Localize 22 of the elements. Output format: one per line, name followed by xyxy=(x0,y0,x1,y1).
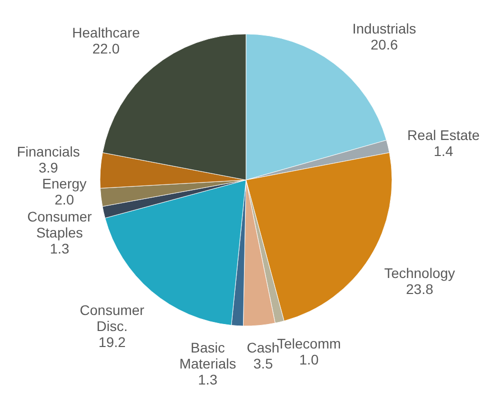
slice-label: Consumer Disc. xyxy=(80,302,145,334)
slice-label: Industrials xyxy=(352,20,416,36)
slice-label: Telecomm xyxy=(277,336,341,352)
data-label: 2.0 xyxy=(54,192,74,208)
slice-label: Real Estate xyxy=(407,127,480,144)
data-label: 22.0 xyxy=(92,40,120,57)
data-label: 19.2 xyxy=(98,334,126,350)
data-label: 23.8 xyxy=(406,280,434,297)
data-label: 1.4 xyxy=(434,143,454,160)
slice-label: Energy xyxy=(42,176,87,192)
slice-label: Healthcare xyxy=(72,24,140,41)
data-label: 3.9 xyxy=(38,160,58,176)
data-label: 1.0 xyxy=(299,352,319,368)
slice-label: Technology xyxy=(384,264,456,281)
slice-label: Financials xyxy=(16,144,80,160)
slice-label: Cash xyxy=(246,339,280,356)
data-label: 1.3 xyxy=(50,240,70,257)
data-label: 3.5 xyxy=(253,355,274,372)
slice-label: Consumer Staples xyxy=(27,208,92,241)
data-label: 1.3 xyxy=(198,372,218,388)
slice-label: Basic Materials xyxy=(179,340,236,372)
data-label: 20.6 xyxy=(370,36,398,52)
